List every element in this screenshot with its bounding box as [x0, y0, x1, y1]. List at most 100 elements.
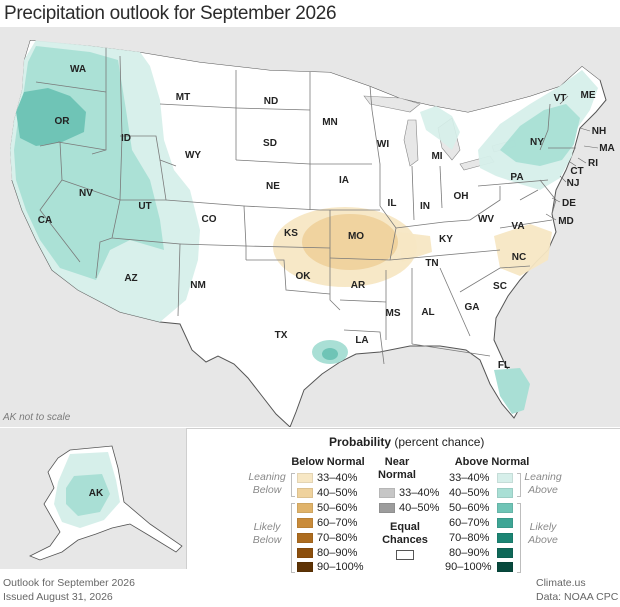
bracket-likely-above: [517, 503, 521, 573]
below-row-7: 90–100%: [297, 561, 364, 573]
above-row-6: 80–90%: [449, 547, 517, 559]
below-row-1: 33–40%: [297, 472, 357, 484]
state-label-vt: VT: [554, 93, 567, 104]
above-swatch-4: [497, 518, 513, 528]
below-label-3: 50–60%: [317, 502, 358, 514]
state-labels: WA OR CA ID NV MT WY UT AZ CO NM ND SD N…: [38, 64, 615, 371]
near-swatch-2: [379, 503, 395, 513]
near-row-2: 40–50%: [379, 502, 439, 514]
state-label-nm: NM: [190, 280, 206, 291]
above-label-4: 60–70%: [449, 517, 490, 529]
state-label-wy: WY: [185, 150, 201, 161]
below-row-2: 40–50%: [297, 487, 357, 499]
above-label-2: 40–50%: [449, 487, 490, 499]
conus-map: WA OR CA ID NV MT WY UT AZ CO NM ND SD N…: [0, 27, 620, 427]
legend-panel: Probability (percent chance) Below Norma…: [186, 428, 620, 573]
state-label-az: AZ: [124, 273, 137, 284]
below-label-7: 90–100%: [317, 561, 364, 573]
alaska-inset: AK: [0, 428, 186, 569]
state-label-oh: OH: [454, 191, 469, 202]
below-swatch-7: [297, 562, 313, 572]
footer-site: Climate.us: [536, 577, 586, 589]
leaning-below-label: Leaning Below: [248, 471, 286, 496]
near-swatch-1: [379, 488, 395, 498]
state-label-ms: MS: [386, 308, 401, 319]
state-label-sd: SD: [263, 138, 277, 149]
below-swatch-5: [297, 533, 313, 543]
above-label-6: 80–90%: [449, 547, 490, 559]
likely-above-label: Likely Above: [528, 521, 558, 546]
above-row-4: 60–70%: [449, 517, 517, 529]
state-label-md: MD: [558, 216, 574, 227]
legend-heading-bold: Probability: [329, 435, 392, 449]
above-row-1: 33–40%: [449, 472, 517, 484]
state-label-ny: NY: [530, 137, 544, 148]
state-label-or: OR: [55, 116, 71, 127]
above-label-1: 33–40%: [449, 472, 490, 484]
bracket-leaning-above: [517, 473, 521, 497]
above-row-7: 90–100%: [445, 561, 517, 573]
state-label-la: LA: [355, 335, 368, 346]
footer-left: Outlook for September 2026 Issued August…: [3, 576, 135, 604]
footer-right: Climate.us Data: NOAA CPC: [536, 576, 618, 604]
below-normal-central-moderate: [302, 214, 398, 270]
likely-below-label: Likely Below: [252, 521, 282, 546]
below-swatch-2: [297, 488, 313, 498]
state-label-nj: NJ: [567, 178, 580, 189]
state-label-wv: WV: [478, 214, 494, 225]
near-row-1: 33–40%: [379, 487, 439, 499]
state-label-me: ME: [581, 90, 596, 101]
near-label-1: 33–40%: [399, 487, 440, 499]
state-label-il: IL: [388, 198, 397, 209]
below-row-3: 50–60%: [297, 502, 357, 514]
above-swatch-1: [497, 473, 513, 483]
state-label-ct: CT: [570, 166, 583, 177]
ak-scale-note: AK not to scale: [3, 412, 71, 423]
above-swatch-3: [497, 503, 513, 513]
state-label-ma: MA: [599, 143, 615, 154]
above-label-7: 90–100%: [445, 561, 492, 573]
state-label-mt: MT: [176, 92, 190, 103]
state-label-tn: TN: [425, 258, 438, 269]
below-row-5: 70–80%: [297, 532, 357, 544]
footer-data: Data: NOAA CPC: [536, 591, 619, 603]
above-swatch-2: [497, 488, 513, 498]
state-label-nc: NC: [512, 252, 526, 263]
near-normal-title: Near Normal: [378, 456, 416, 481]
below-label-2: 40–50%: [317, 487, 358, 499]
above-swatch-7: [497, 562, 513, 572]
state-label-pa: PA: [510, 172, 523, 183]
below-row-6: 80–90%: [297, 547, 357, 559]
state-label-nd: ND: [264, 96, 278, 107]
legend-heading: Probability (percent chance): [329, 435, 484, 449]
state-label-ar: AR: [351, 280, 366, 291]
bracket-likely-below: [291, 503, 295, 573]
state-label-nh: NH: [592, 126, 606, 137]
near-label-2: 40–50%: [399, 502, 440, 514]
below-row-4: 60–70%: [297, 517, 357, 529]
state-label-nv: NV: [79, 188, 93, 199]
state-label-mn: MN: [322, 117, 338, 128]
above-row-3: 50–60%: [449, 502, 517, 514]
below-swatch-1: [297, 473, 313, 483]
state-label-ky: KY: [439, 234, 453, 245]
state-label-co: CO: [202, 214, 217, 225]
state-label-ga: GA: [465, 302, 480, 313]
state-label-id: ID: [121, 133, 131, 144]
below-swatch-4: [297, 518, 313, 528]
state-label-in: IN: [420, 201, 430, 212]
below-label-1: 33–40%: [317, 472, 358, 484]
above-swatch-5: [497, 533, 513, 543]
state-label-ok: OK: [296, 271, 312, 282]
state-label-mi: MI: [431, 151, 442, 162]
leaning-above-label: Leaning Above: [524, 471, 562, 496]
state-label-de: DE: [562, 198, 576, 209]
state-label-al: AL: [421, 307, 434, 318]
above-label-3: 50–60%: [449, 502, 490, 514]
state-label-tx: TX: [275, 330, 288, 341]
above-label-5: 70–80%: [449, 532, 490, 544]
footer-issued: Issued August 31, 2026: [3, 591, 113, 603]
state-label-ri: RI: [588, 158, 598, 169]
state-label-fl: FL: [498, 360, 510, 371]
state-label-wi: WI: [377, 139, 389, 150]
